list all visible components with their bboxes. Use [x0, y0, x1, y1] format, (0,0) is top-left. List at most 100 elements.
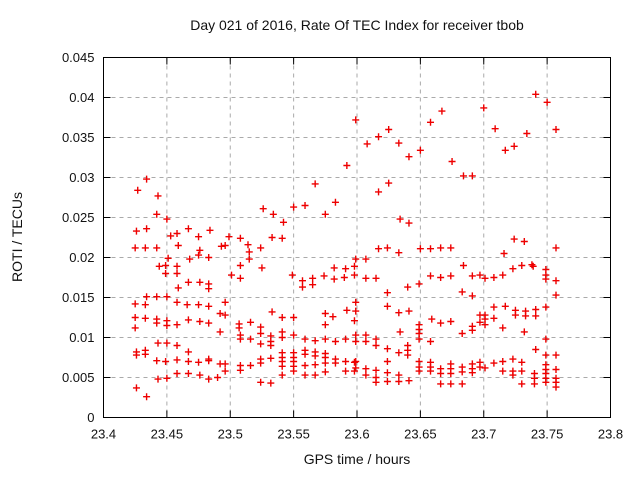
data-point-marker: [321, 359, 329, 367]
data-point-marker: [490, 303, 498, 311]
data-point-marker: [499, 324, 507, 332]
data-point-marker: [311, 352, 319, 360]
data-point-marker: [153, 293, 161, 301]
data-point-marker: [163, 322, 171, 329]
data-point-marker: [350, 367, 358, 375]
data-point-marker: [501, 146, 509, 154]
data-point-marker: [499, 271, 507, 279]
data-point-marker: [235, 324, 243, 332]
data-point-marker: [395, 309, 403, 317]
data-point-marker: [447, 272, 455, 280]
data-point-marker: [362, 371, 370, 379]
y-tick-label: 0: [87, 410, 94, 425]
data-point-marker: [268, 234, 276, 241]
data-point-marker: [427, 338, 435, 345]
data-point-marker: [132, 351, 140, 359]
data-point-marker: [173, 230, 181, 237]
data-point-marker: [350, 271, 358, 279]
y-tick-label: 0.01: [69, 330, 94, 345]
data-point-marker: [205, 375, 213, 383]
data-point-marker: [542, 303, 550, 311]
data-point-marker: [184, 316, 192, 324]
data-point-marker: [520, 238, 528, 245]
data-point-marker: [236, 274, 244, 282]
data-point-marker: [162, 262, 170, 269]
plot-border: [103, 57, 611, 418]
y-tick-label: 0.045: [62, 50, 95, 65]
y-tick-label: 0.03: [69, 170, 94, 185]
data-point-marker: [173, 370, 181, 377]
data-point-marker: [245, 255, 253, 263]
data-point-marker: [221, 311, 229, 319]
data-point-marker: [427, 118, 435, 126]
data-point-marker: [532, 346, 540, 353]
data-point-marker: [143, 393, 151, 401]
data-point-marker: [363, 140, 371, 148]
data-point-marker: [362, 274, 370, 282]
data-point-marker: [343, 162, 351, 169]
data-point-marker: [542, 275, 550, 283]
data-point-marker: [447, 318, 455, 325]
data-point-marker: [383, 302, 391, 310]
data-point-marker: [311, 180, 319, 188]
data-point-marker: [404, 351, 412, 359]
data-point-marker: [372, 366, 380, 374]
data-point-marker: [490, 359, 498, 367]
data-point-marker: [196, 278, 204, 286]
data-point-marker: [217, 242, 225, 250]
data-point-marker: [330, 264, 338, 272]
data-point-marker: [298, 283, 306, 291]
data-point-marker: [352, 364, 360, 372]
data-point-marker: [509, 371, 517, 379]
data-point-marker: [491, 125, 499, 133]
data-point-marker: [309, 274, 317, 282]
data-point-marker: [468, 369, 476, 377]
data-point-marker: [184, 358, 192, 365]
data-point-marker: [290, 367, 298, 375]
data-point-marker: [205, 254, 213, 261]
data-point-marker: [528, 261, 536, 269]
y-tick-label: 0.035: [62, 130, 95, 145]
data-point-marker: [532, 90, 540, 98]
data-point-marker: [383, 358, 391, 365]
data-point-marker: [195, 233, 203, 241]
data-point-marker: [141, 314, 149, 322]
data-point-marker: [552, 277, 560, 285]
data-point-marker: [141, 244, 149, 252]
x-tick-label: 23.55: [277, 427, 310, 442]
data-point-marker: [543, 98, 551, 106]
data-point-marker: [290, 203, 298, 211]
data-point-marker: [205, 285, 213, 293]
x-tick-label: 23.4: [91, 427, 116, 442]
data-point-marker: [278, 371, 286, 379]
data-point-marker: [350, 317, 358, 325]
data-point-marker: [259, 205, 267, 213]
data-point-marker: [362, 365, 370, 373]
data-point-marker: [141, 350, 149, 358]
data-point-marker: [468, 272, 476, 280]
data-point-marker: [206, 226, 214, 234]
data-point-marker: [383, 289, 391, 297]
data-point-marker: [163, 339, 171, 347]
x-axis-title: GPS time / hours: [303, 451, 411, 467]
data-point-marker: [154, 192, 162, 200]
data-point-marker: [173, 262, 181, 270]
data-point-marker: [481, 321, 489, 329]
data-point-marker: [501, 302, 509, 310]
data-point-marker: [447, 244, 455, 252]
data-point-marker: [437, 380, 445, 388]
data-point-marker: [321, 321, 329, 329]
data-point-marker: [499, 358, 507, 365]
x-tick-label: 23.6: [344, 427, 369, 442]
data-point-marker: [518, 262, 526, 269]
data-point-marker: [352, 116, 360, 124]
data-point-marker: [405, 377, 413, 385]
data-point-marker: [267, 342, 275, 349]
data-point-marker: [162, 270, 170, 277]
data-point-marker: [141, 301, 149, 309]
data-point-marker: [268, 308, 276, 316]
data-point-marker: [321, 310, 329, 317]
data-point-marker: [196, 371, 204, 379]
data-point-marker: [448, 158, 456, 165]
data-point-marker: [415, 335, 423, 343]
